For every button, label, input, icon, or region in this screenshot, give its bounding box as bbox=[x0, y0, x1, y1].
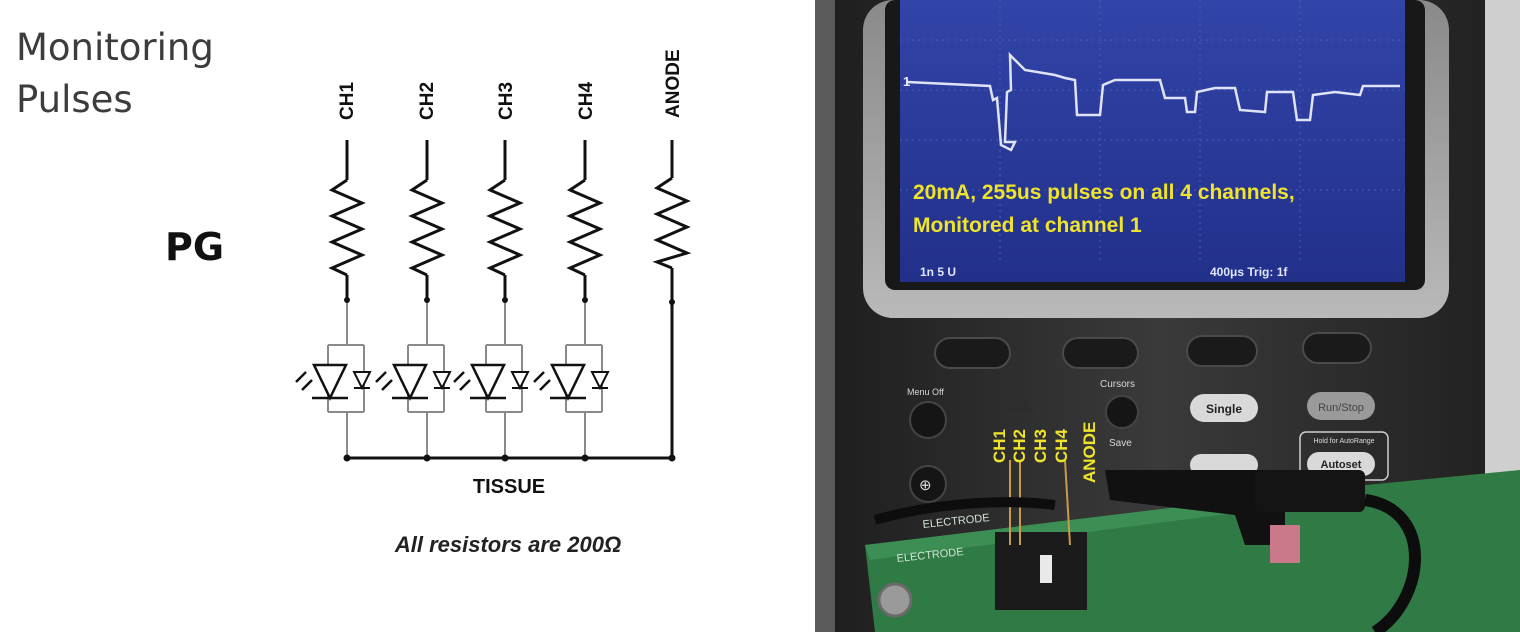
pin-label-ch4: CH4 bbox=[1052, 428, 1071, 463]
channel-label-ch4: CH4 bbox=[576, 82, 597, 120]
circuit-schematic: CH1 CH2 CH3 CH4 ANODE bbox=[295, 49, 692, 557]
softkey-1[interactable] bbox=[934, 337, 1011, 369]
led-ch3 bbox=[510, 371, 530, 391]
resistor-ch1 bbox=[328, 178, 366, 277]
zener-diode-ch2 bbox=[375, 363, 428, 401]
trace-marker-1: 1 bbox=[903, 74, 910, 89]
arrow-left-icon[interactable] bbox=[987, 440, 1007, 470]
probe-cable bbox=[1363, 494, 1421, 632]
resistor-ch2 bbox=[408, 178, 446, 277]
channel-4-branch bbox=[566, 140, 604, 300]
oscilloscope-screen bbox=[900, 0, 1405, 282]
resistor-ch4 bbox=[566, 178, 604, 277]
screen-caption-line-2: Monitored at channel 1 bbox=[913, 214, 1142, 237]
cursors-button[interactable] bbox=[1105, 395, 1139, 429]
tissue-label: TISSUE bbox=[473, 476, 545, 498]
softkey-2[interactable] bbox=[1062, 337, 1139, 369]
led-ch4 bbox=[590, 371, 610, 391]
diagram-title: Monitoring Pulses bbox=[16, 22, 214, 126]
zener-diode-ch3 bbox=[453, 363, 506, 401]
pin-label-ch3: CH3 bbox=[1031, 429, 1050, 463]
resistor-ch3 bbox=[486, 178, 524, 277]
menu-off-button[interactable] bbox=[909, 401, 947, 439]
arrow-up-icon[interactable] bbox=[1007, 392, 1035, 412]
waveform-trace bbox=[906, 51, 1400, 152]
channel-1-branch bbox=[328, 140, 366, 300]
channel-label-ch1: CH1 bbox=[337, 82, 358, 120]
screen-status-left: 1n 5 U bbox=[920, 265, 956, 279]
save-label: Save bbox=[1109, 438, 1132, 449]
single-button[interactable] bbox=[1190, 394, 1258, 422]
diode-network-ch4 bbox=[565, 300, 603, 458]
cursors-label: Cursors bbox=[1100, 379, 1135, 390]
channel-3-branch bbox=[486, 140, 524, 300]
channel-2-branch bbox=[408, 140, 446, 300]
zener-diode-ch4 bbox=[533, 363, 586, 401]
channel-label-ch2: CH2 bbox=[417, 82, 438, 120]
hex-nut bbox=[877, 582, 913, 618]
pin-label-anode: ANODE bbox=[1080, 422, 1099, 483]
channel-label-anode: ANODE bbox=[663, 49, 684, 118]
led-ch2 bbox=[432, 371, 452, 391]
hold-for-autorange-label: Hold for AutoRange bbox=[1313, 438, 1374, 445]
softkey-3[interactable] bbox=[1186, 335, 1258, 367]
softkey-4[interactable] bbox=[1302, 332, 1372, 364]
probe-connector bbox=[1105, 470, 1285, 545]
pulse-generator-label: PG bbox=[165, 225, 225, 269]
title-line-1: Monitoring bbox=[16, 26, 214, 69]
pin-label-ch2: CH2 bbox=[1010, 429, 1029, 463]
schematic-panel: Monitoring Pulses PG CH1 CH2 CH3 CH4 ANO… bbox=[16, 22, 692, 557]
zener-diode-ch1 bbox=[295, 363, 348, 401]
menu-off-label: Menu Off bbox=[907, 387, 944, 397]
resistor-anode bbox=[652, 176, 692, 270]
pin-label-ch1: CH1 bbox=[990, 429, 1009, 463]
single-label: Single bbox=[1206, 402, 1242, 416]
run-stop-button[interactable] bbox=[1307, 392, 1375, 420]
oscilloscope-photo: 1 20mA, 255us pulses on all 4 channels, … bbox=[815, 0, 1520, 632]
channel-label-ch3: CH3 bbox=[496, 82, 517, 120]
screen-status-right: 400μs Trig: 1f bbox=[1210, 265, 1288, 279]
magnifier-icon: ⊕ bbox=[919, 477, 932, 494]
led-ch1 bbox=[352, 371, 372, 391]
pink-switch[interactable] bbox=[1270, 525, 1300, 563]
title-line-2: Pulses bbox=[16, 78, 133, 121]
resistor-note: All resistors are 200Ω bbox=[394, 532, 621, 557]
zoom-button[interactable] bbox=[909, 465, 947, 503]
run-stop-label: Run/Stop bbox=[1318, 402, 1364, 414]
autoset-label: Autoset bbox=[1321, 459, 1362, 471]
screen-caption-line-1: 20mA, 255us pulses on all 4 channels, bbox=[913, 181, 1295, 204]
